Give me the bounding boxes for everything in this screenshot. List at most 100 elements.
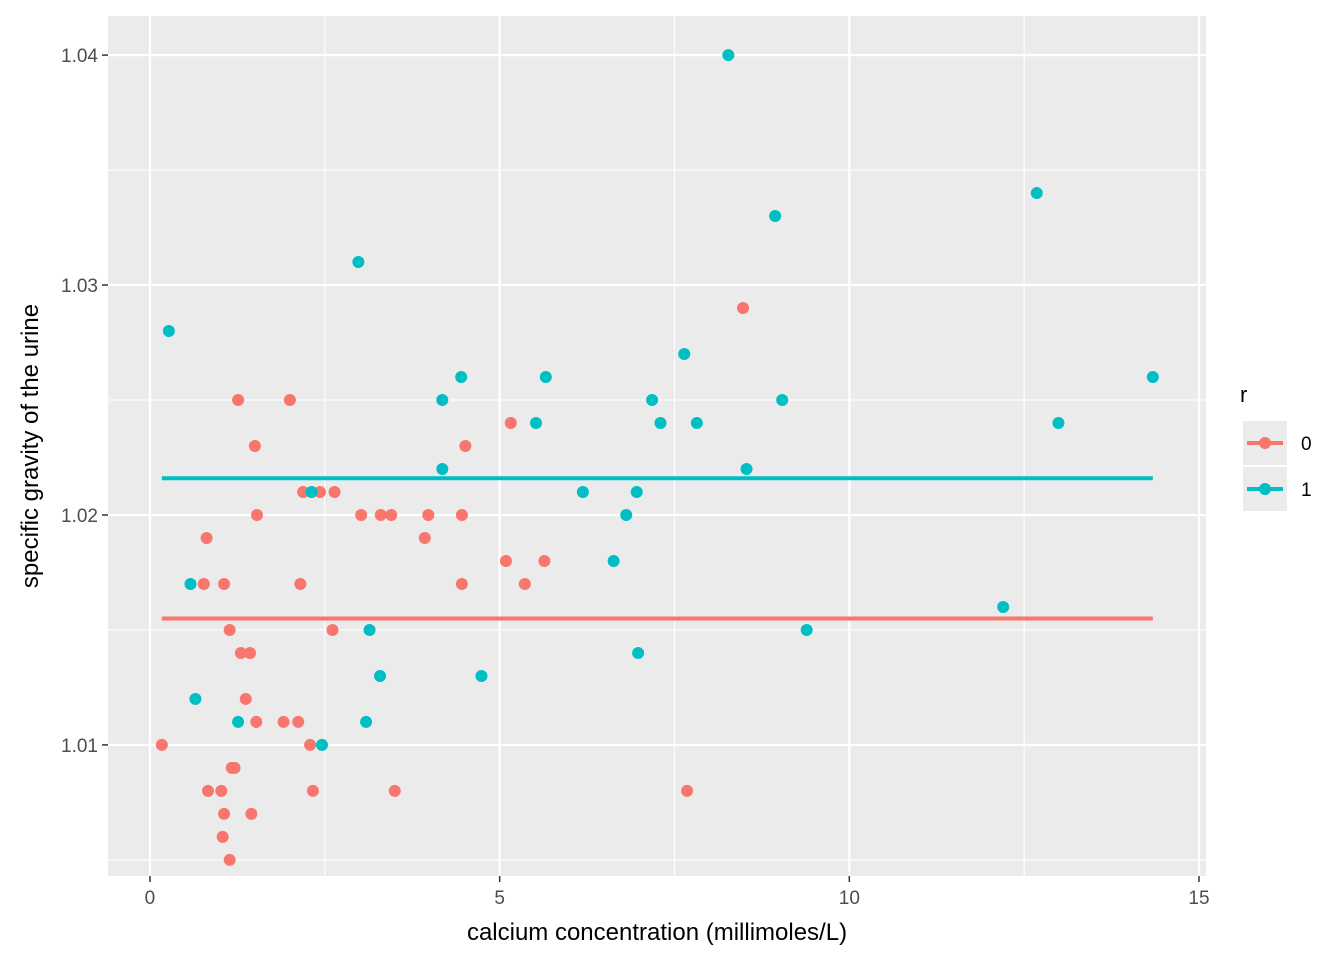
x-tick-label: 5 [494,888,505,909]
data-point-1 [630,485,643,498]
data-point-0 [239,692,252,705]
data-point-1 [360,715,373,728]
data-point-1 [189,692,202,705]
y-axis-ticks: 1.01 1.02 1.03 1.04 [61,46,108,757]
legend-point-1 [1259,483,1271,495]
data-point-1 [678,348,691,361]
data-point-1 [620,508,633,521]
data-point-1 [162,325,175,338]
data-point-0 [200,531,213,544]
data-point-1 [1030,187,1043,200]
data-point-0 [218,577,231,590]
data-point-0 [283,394,296,407]
data-point-0 [297,485,310,498]
x-tick-label: 15 [1188,888,1209,909]
data-point-1 [722,49,735,62]
data-point-0 [459,440,472,452]
data-point-0 [538,554,551,567]
data-point-1 [1052,417,1065,430]
data-point-0 [223,853,236,866]
legend-label-1: 1 [1301,480,1312,501]
data-point-1 [1146,371,1159,384]
data-point-0 [385,508,398,521]
major-gridlines [108,16,1206,876]
data-point-0 [304,738,317,751]
data-point-0 [223,623,236,636]
data-point-0 [418,531,431,544]
data-point-0 [306,784,319,797]
x-axis-ticks: 0 5 10 15 [145,876,1210,909]
data-point-0 [216,830,229,843]
data-point-1 [184,577,197,590]
data-point-1 [232,715,245,728]
data-point-1 [997,600,1010,613]
legend: r 0 1 [1240,382,1312,511]
data-point-0 [245,807,258,820]
data-point-0 [228,761,241,774]
data-point-0 [248,440,261,452]
data-point-1 [607,554,620,567]
data-point-0 [218,807,231,820]
data-point-0 [499,554,512,567]
data-point-1 [769,210,782,223]
data-point-1 [455,371,468,384]
data-point-1 [576,485,589,498]
data-point-0 [355,508,368,521]
plot-panel [108,16,1206,876]
data-point-1 [316,738,329,751]
data-point-0 [681,784,694,797]
legend-label-0: 0 [1301,434,1312,455]
data-point-0 [294,577,307,590]
data-point-1 [305,485,318,498]
data-point-0 [504,417,517,430]
data-point-0 [215,784,228,797]
data-point-0 [518,577,531,590]
x-tick-label: 10 [839,888,860,909]
data-point-1 [436,394,449,407]
y-axis-title: specific gravity of the urine [17,304,44,588]
data-point-1 [374,669,387,682]
data-point-0 [374,508,387,521]
data-point-0 [202,784,215,797]
data-point-0 [328,485,341,498]
data-point-0 [388,784,401,797]
data-point-0 [250,508,263,521]
data-point-0 [243,646,256,659]
data-point-0 [250,715,263,728]
y-tick-label: 1.03 [61,276,98,297]
legend-point-0 [1259,437,1271,449]
fit-lines [161,476,1153,621]
data-point-1 [776,394,789,407]
data-point-0 [197,577,210,590]
data-point-0 [232,394,245,407]
x-tick-label: 0 [145,888,156,909]
data-point-1 [539,371,552,384]
y-tick-label: 1.01 [61,736,98,757]
data-point-1 [646,394,659,407]
data-point-0 [326,623,339,636]
data-point-1 [363,623,376,636]
data-point-1 [800,623,813,636]
y-tick-label: 1.04 [61,46,98,67]
data-point-1 [632,646,645,659]
data-point-0 [455,577,468,590]
data-point-0 [234,646,247,659]
data-point-1 [530,417,543,430]
data-points [155,49,1159,866]
data-point-0 [313,485,326,498]
data-point-0 [737,302,750,315]
legend-title: r [1240,382,1247,407]
data-point-0 [292,715,305,728]
y-tick-label: 1.02 [61,506,98,527]
data-point-0 [155,738,168,751]
data-point-1 [475,669,488,682]
x-axis-title: calcium concentration (millimoles/L) [467,919,847,946]
data-point-1 [690,417,703,430]
data-point-0 [455,508,468,521]
data-point-1 [436,462,449,475]
data-point-0 [277,715,290,728]
data-point-1 [654,417,667,430]
data-point-0 [422,508,435,521]
data-point-1 [740,462,753,475]
